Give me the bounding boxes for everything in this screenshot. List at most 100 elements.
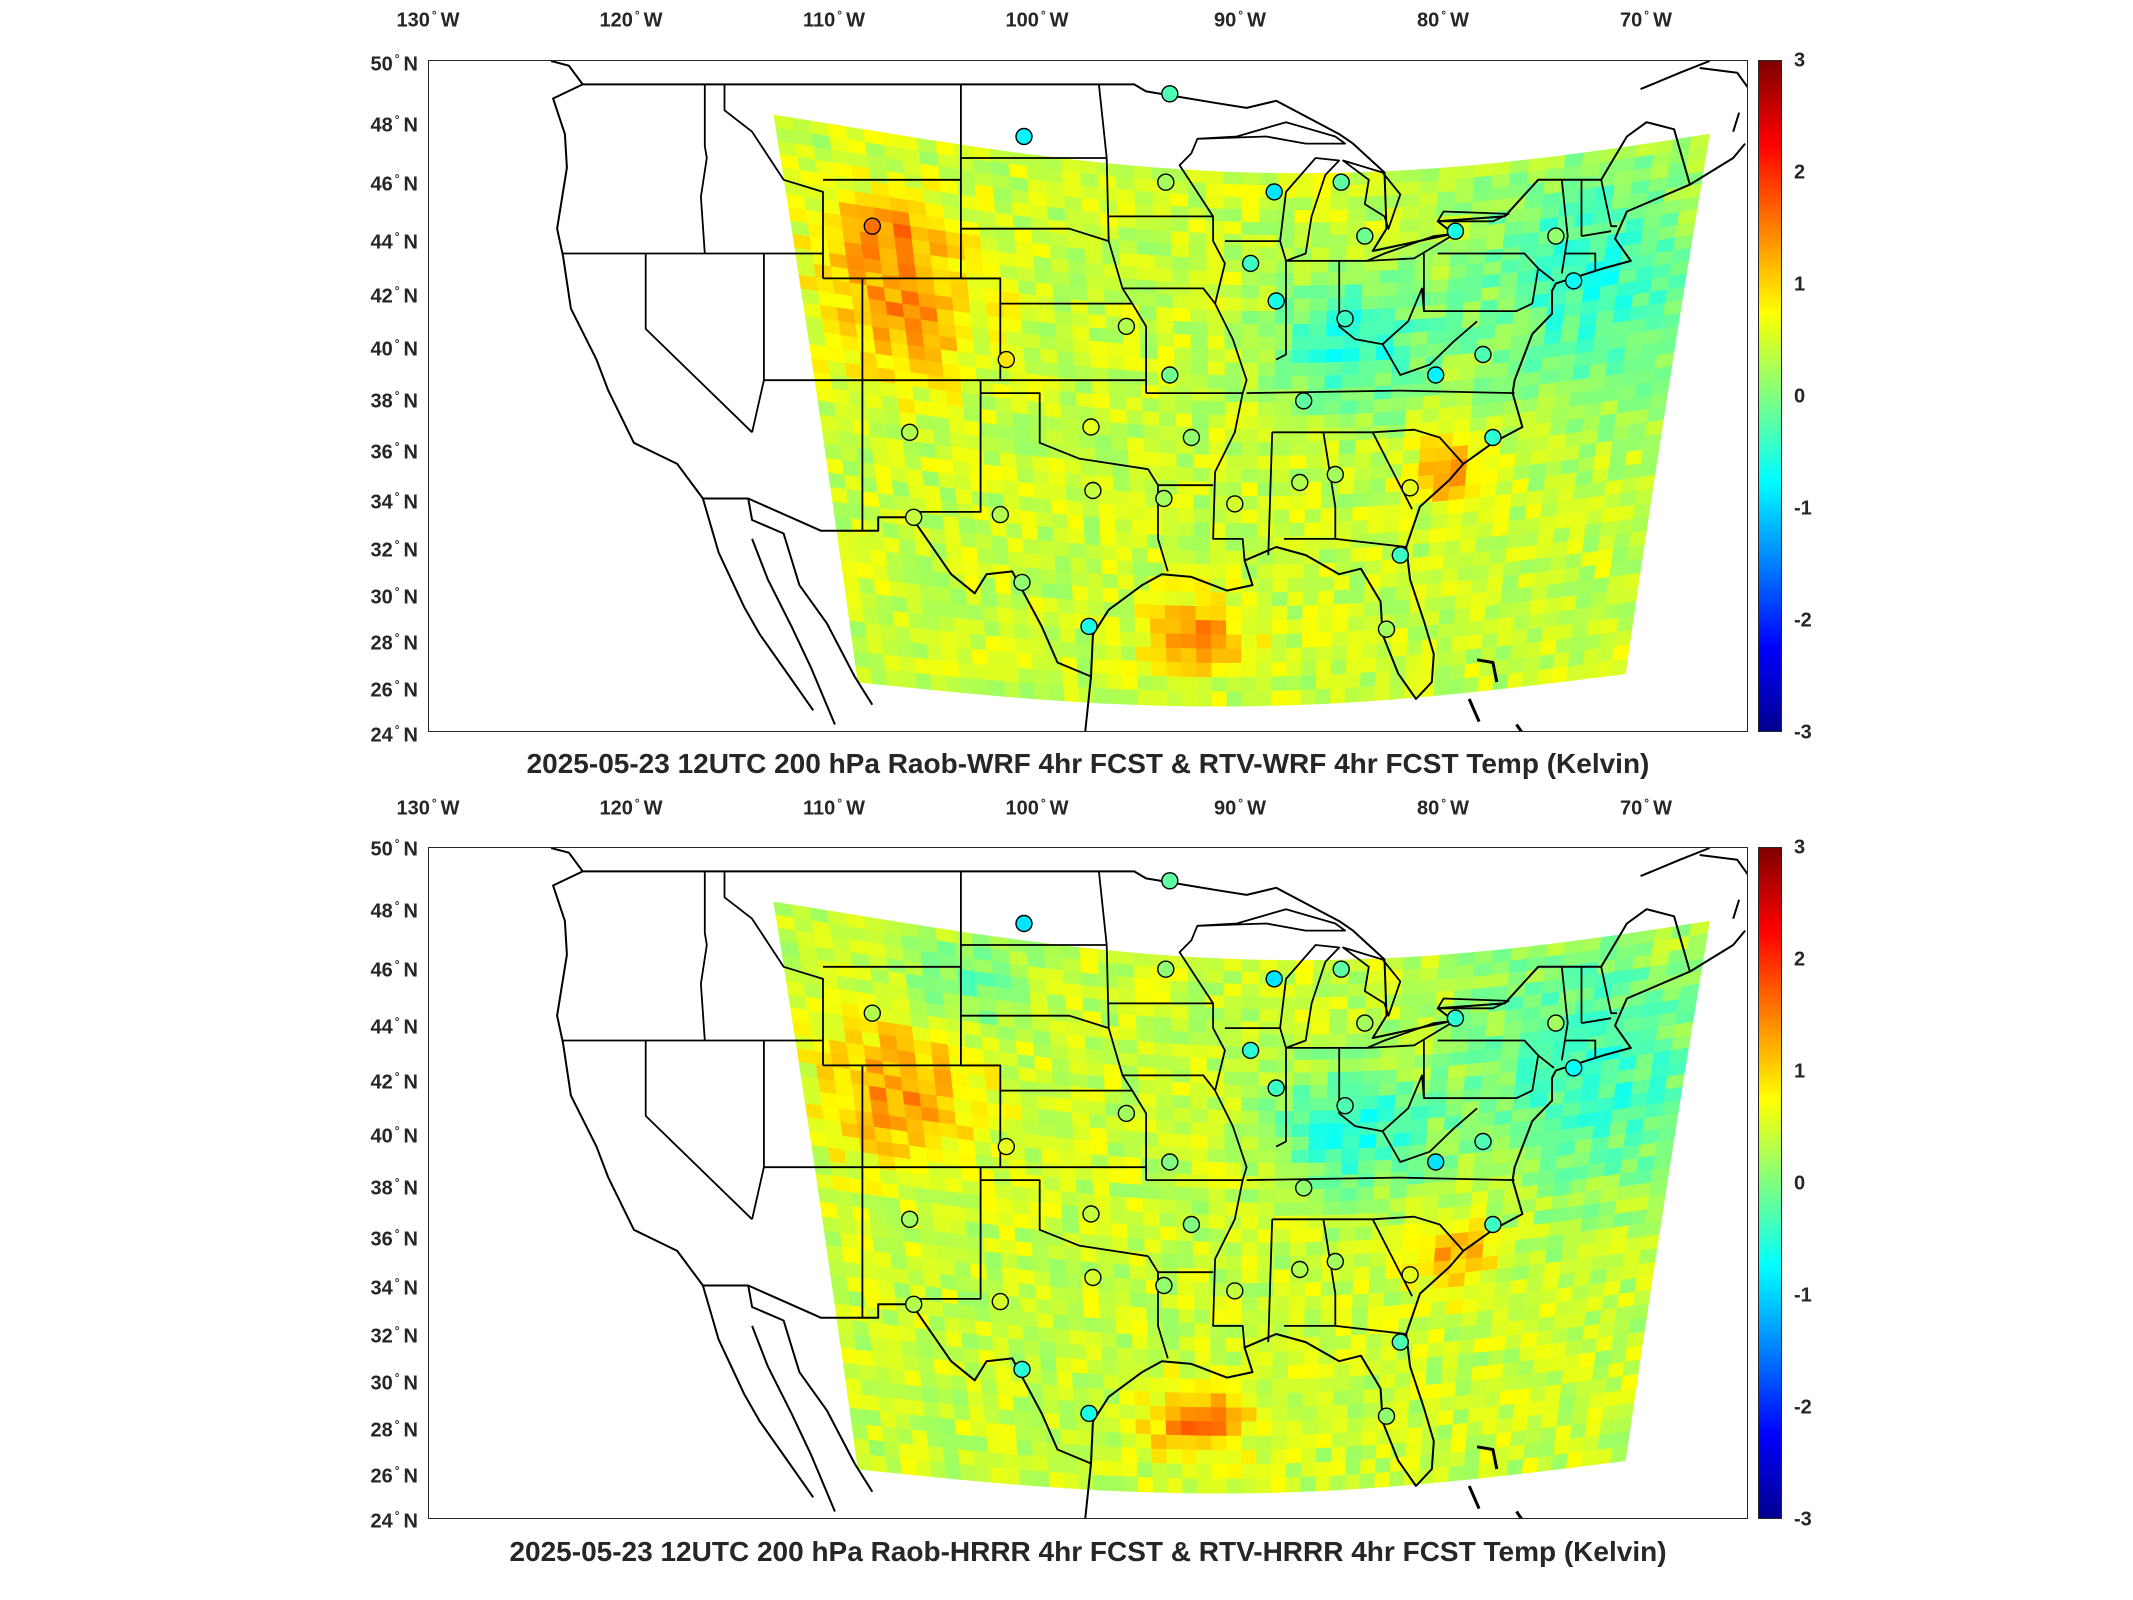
raob-station-marker [1241, 254, 1260, 273]
field-cell [1241, 272, 1260, 287]
raob-station-marker [1401, 1266, 1419, 1284]
field-cell [1414, 515, 1432, 532]
field-cell [1226, 1464, 1243, 1480]
field-cell [882, 409, 902, 427]
lon-tick-label: 100 ° W [1005, 796, 1069, 820]
field-cell [1494, 1280, 1513, 1297]
field-cell [1163, 1363, 1181, 1380]
field-cell [1361, 1083, 1380, 1098]
field-cell [1055, 337, 1075, 353]
field-cell [1210, 1337, 1227, 1353]
field-cell [1271, 1406, 1288, 1422]
field-cell [1460, 524, 1478, 541]
field-cell [1194, 1337, 1211, 1352]
field-cell [1140, 344, 1159, 360]
field-cell [1485, 1022, 1505, 1038]
field-cell [1308, 1123, 1327, 1138]
field-cell [1514, 600, 1532, 618]
field-cell [1166, 676, 1183, 692]
field-cell [1134, 603, 1151, 620]
field-cell [1508, 1444, 1526, 1462]
field-cell [1445, 1089, 1465, 1105]
lat-tick-label: 26 ° N [370, 1463, 418, 1488]
field-cell [1330, 1446, 1348, 1463]
field-cell [1363, 245, 1383, 260]
field-cell [1146, 520, 1164, 536]
field-cell [973, 519, 992, 536]
field-cell [1068, 1315, 1086, 1332]
field-cell [1294, 984, 1314, 998]
field-cell [1331, 1418, 1349, 1434]
field-cell [1101, 1360, 1119, 1377]
field-cell [875, 1265, 895, 1283]
field-cell [948, 1360, 967, 1378]
field-cell [1440, 581, 1458, 598]
field-cell [873, 464, 893, 482]
field-cell [1029, 428, 1048, 445]
field-cell [1181, 648, 1198, 664]
field-cell [1273, 442, 1291, 457]
field-cell [904, 454, 923, 472]
raob-station-marker [1326, 465, 1344, 484]
field-cell [1567, 1437, 1586, 1455]
field-cell [1530, 1371, 1549, 1389]
field-cell [905, 1255, 925, 1273]
field-cell [1066, 500, 1084, 517]
field-cell [1423, 1168, 1442, 1184]
field-cell [1001, 480, 1020, 497]
field-cell [1444, 526, 1463, 543]
field-cell [869, 1336, 888, 1354]
field-cell [1118, 1026, 1138, 1042]
field-cell [1079, 460, 1098, 477]
field-cell [1457, 1152, 1476, 1169]
field-cell [1117, 201, 1137, 217]
field-cell [1599, 1307, 1618, 1325]
field-cell [1057, 1385, 1075, 1402]
field-cell [939, 1417, 958, 1435]
field-cell [994, 396, 1013, 414]
field-cell [1308, 1149, 1326, 1164]
island-outline [1467, 1485, 1481, 1510]
field-cell [944, 1316, 962, 1334]
field-cell [1595, 548, 1614, 566]
field-cell [1092, 393, 1111, 410]
field-cell [1443, 1326, 1462, 1343]
field-cell [1225, 1351, 1243, 1367]
field-cell [1211, 1449, 1228, 1465]
field-cell [1126, 423, 1145, 439]
field-cell [961, 1333, 979, 1351]
field-cell [1317, 618, 1334, 634]
field-cell [1085, 261, 1104, 278]
lat-tick-label: 26 ° N [370, 677, 418, 702]
field-cell [1455, 964, 1475, 979]
map-canvas [550, 61, 1747, 731]
field-cell [1034, 1284, 1053, 1301]
field-cell [1023, 1133, 1042, 1150]
field-cell [1365, 1347, 1383, 1363]
field-cell [1448, 1258, 1467, 1275]
field-cell [1286, 633, 1303, 649]
field-cell [1067, 1034, 1086, 1050]
field-cell [870, 1455, 888, 1473]
field-cell [1052, 284, 1071, 300]
field-cell [1446, 1285, 1465, 1302]
field-cell [928, 528, 947, 546]
field-cell [1275, 272, 1295, 287]
field-cell [1321, 480, 1339, 496]
field-cell [1418, 1234, 1437, 1251]
field-cell [1510, 491, 1529, 509]
field-cell [1415, 242, 1435, 257]
field-cell [1610, 658, 1628, 676]
field-cell [1017, 481, 1036, 499]
field-cell [1411, 556, 1429, 573]
field-cell [1016, 1255, 1035, 1272]
field-cell [1193, 1309, 1211, 1325]
field-cell [830, 1274, 849, 1292]
field-cell [1430, 278, 1450, 294]
field-cell [1428, 1328, 1446, 1345]
field-cell [1111, 1236, 1130, 1253]
field-cell [1241, 634, 1258, 650]
field-cell [1525, 489, 1544, 507]
field-cell [1082, 1289, 1100, 1305]
field-cell [1042, 1175, 1062, 1192]
